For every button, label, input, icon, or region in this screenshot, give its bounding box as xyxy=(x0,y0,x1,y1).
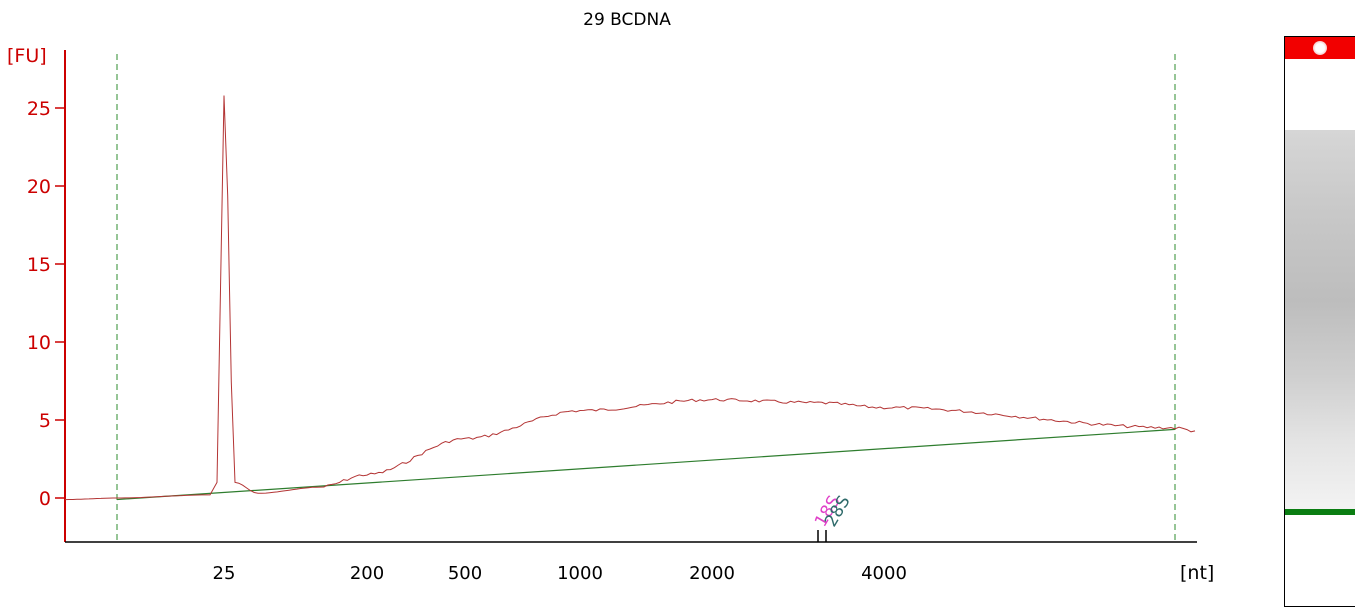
y-tick-label: 5 xyxy=(39,410,51,432)
y-tick-label: 0 xyxy=(39,488,51,510)
electropherogram-chart: 29 BCDNA [FU] [nt] 0 5 10 15 20 25 25 200 500 100… xyxy=(7,10,1214,584)
gel-marker-spot xyxy=(1313,41,1327,55)
x-axis-label: [nt] xyxy=(1180,562,1214,584)
x-tick-label: 1000 xyxy=(557,563,603,584)
y-tick-label: 10 xyxy=(27,332,51,354)
chart-title: 29 BCDNA xyxy=(583,10,671,30)
y-tick-label: 20 xyxy=(27,176,51,198)
gel-lower-marker-band xyxy=(1285,509,1355,515)
gel-smear xyxy=(1285,130,1355,510)
x-tick-label: 25 xyxy=(213,563,236,584)
y-tick-label: 15 xyxy=(27,254,51,276)
x-tick-label: 2000 xyxy=(689,563,735,584)
x-tick-label: 200 xyxy=(350,563,384,584)
y-tick-label: 25 xyxy=(27,98,51,120)
baseline-line xyxy=(116,428,1176,501)
x-tick-label: 500 xyxy=(448,563,482,584)
electropherogram-trace xyxy=(64,95,1196,501)
x-tick-label: 4000 xyxy=(861,563,907,584)
gel-marker-band xyxy=(1285,37,1355,59)
y-axis-label: [FU] xyxy=(7,45,47,67)
gel-lane-image xyxy=(1284,36,1355,607)
